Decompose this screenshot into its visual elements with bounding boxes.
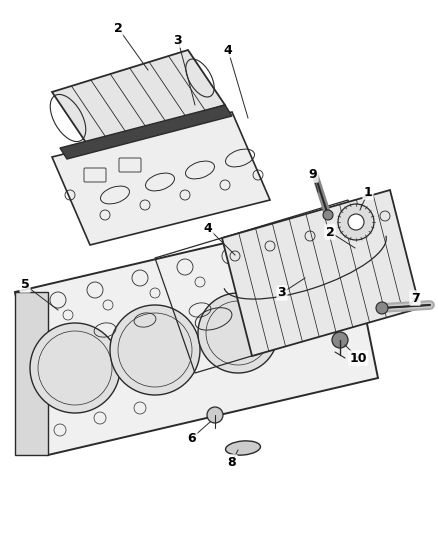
Polygon shape [15, 215, 378, 455]
Text: 1: 1 [364, 185, 372, 198]
Circle shape [323, 210, 333, 220]
Text: 2: 2 [325, 225, 334, 238]
Polygon shape [52, 112, 270, 245]
Text: 5: 5 [21, 279, 29, 292]
Text: 3: 3 [174, 34, 182, 46]
Polygon shape [15, 292, 48, 455]
Text: 7: 7 [411, 292, 419, 304]
Text: 6: 6 [188, 432, 196, 445]
Polygon shape [60, 105, 232, 159]
Circle shape [332, 332, 348, 348]
Circle shape [198, 293, 278, 373]
Polygon shape [52, 50, 225, 147]
Circle shape [338, 204, 374, 240]
Text: 4: 4 [204, 222, 212, 235]
Text: 3: 3 [278, 287, 286, 300]
Ellipse shape [226, 441, 261, 455]
Circle shape [348, 214, 364, 230]
Circle shape [207, 407, 223, 423]
Text: 9: 9 [309, 168, 317, 182]
Circle shape [30, 323, 120, 413]
Text: 4: 4 [224, 44, 233, 56]
Polygon shape [222, 190, 420, 356]
Circle shape [376, 302, 388, 314]
Text: 10: 10 [349, 351, 367, 365]
Text: 2: 2 [113, 21, 122, 35]
Text: 8: 8 [228, 456, 237, 469]
Circle shape [110, 305, 200, 395]
